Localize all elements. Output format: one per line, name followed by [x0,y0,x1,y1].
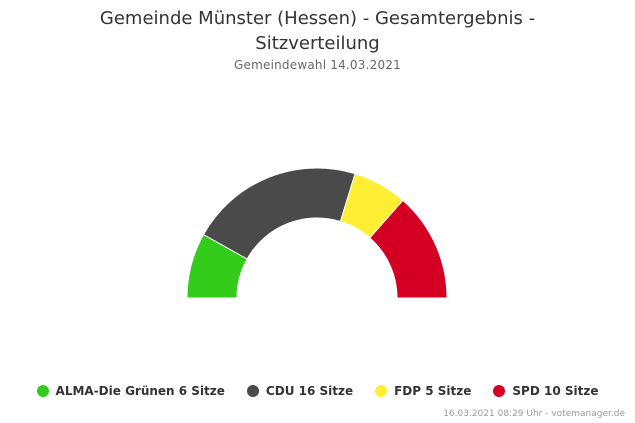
legend-item-fdp[interactable]: FDP 5 Sitze [375,384,471,398]
legend-marker [493,385,506,397]
chart-title: Gemeinde Münster (Hessen) - Gesamtergebn… [99,8,536,54]
seat-segment-cdu[interactable] [202,167,356,260]
chart-legend: ALMA-Die Grünen 6 Sitze CDU 16 Sitze FDP 5… [0,384,635,398]
legend-item-cdu[interactable]: CDU 16 Sitze [246,384,354,398]
legend-item-spd[interactable]: SPD 10 Sitze [493,384,598,398]
chart-credits[interactable]: 16.03.2021 08:29 Uhr - votemanager.de [443,409,625,419]
legend-marker [375,385,388,397]
legend-label: FDP 5 Sitze [394,384,472,398]
legend-label: CDU 16 Sitze [265,384,354,398]
seat-segment-spd[interactable] [369,199,448,299]
legend-label: ALMA-Die Grünen 6 Sitze [55,384,225,398]
legend-item-alma-die-gr-nen[interactable]: ALMA-Die Grünen 6 Sitze [36,384,225,398]
legend-marker [36,385,49,397]
legend-marker [246,385,259,397]
legend-label: SPD 10 Sitze [512,384,599,398]
chart-subtitle: Gemeindewahl 14.03.2021 [234,58,401,72]
